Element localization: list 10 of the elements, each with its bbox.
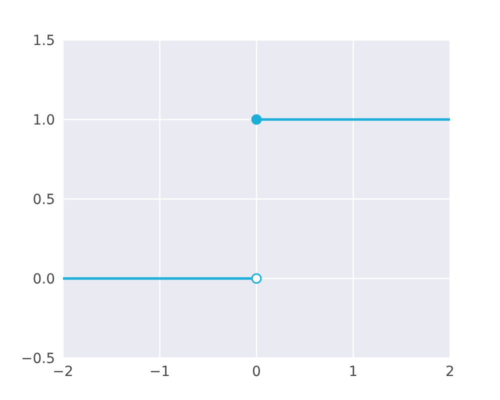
x-tick-label: −2 [52,364,74,380]
y-tick-label: 1.5 [32,32,55,49]
x-tick-label: 1 [348,364,358,380]
y-tick-label: 0.0 [32,271,55,288]
y-tick-label: −0.5 [21,350,55,367]
x-tick-label: 0 [252,364,261,380]
x-tick-label: 2 [446,364,454,380]
y-tick-label: 1.0 [32,112,55,128]
x-tick-label: −1 [149,364,170,380]
y-tick-label: 0.5 [32,192,55,208]
